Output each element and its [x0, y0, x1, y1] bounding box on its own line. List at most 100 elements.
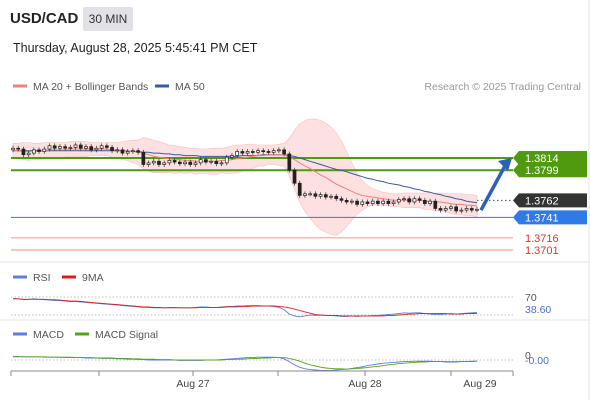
candle-body — [360, 201, 365, 205]
candle — [423, 197, 427, 207]
price-label-1-3716: 1.3716 — [525, 233, 559, 245]
rsi-ma-legend-label: 9MA — [82, 272, 104, 284]
candle-body — [318, 194, 323, 197]
candle — [167, 158, 172, 166]
candle-body — [146, 162, 151, 165]
candle-body — [266, 151, 271, 153]
candle — [11, 145, 15, 153]
candle-body — [204, 159, 208, 163]
candle-body — [412, 198, 417, 203]
candle-body — [141, 151, 146, 165]
candle-body — [334, 195, 339, 200]
candle-body — [193, 162, 198, 165]
candle — [115, 147, 120, 154]
candle-body — [282, 149, 286, 155]
candle-body — [32, 149, 36, 154]
candle — [136, 148, 140, 155]
candle-body — [287, 153, 292, 171]
candle-body — [162, 162, 167, 165]
candle — [381, 198, 386, 207]
ma50-line — [13, 150, 478, 204]
candle — [438, 206, 443, 213]
candle-body — [84, 146, 88, 149]
candle — [355, 198, 359, 207]
candle — [240, 149, 245, 156]
candle-body — [52, 145, 57, 149]
candle — [94, 145, 99, 153]
candle — [365, 199, 370, 207]
candle-body — [250, 151, 255, 153]
candle-body — [214, 160, 219, 165]
price-tag-1-3814-text: 1.3814 — [525, 153, 559, 165]
candle-body — [78, 144, 83, 149]
candle — [250, 149, 255, 155]
candle — [417, 196, 422, 203]
candle — [32, 147, 36, 156]
candle — [209, 158, 213, 165]
candle-body — [136, 150, 140, 153]
candle — [183, 159, 187, 167]
candle — [402, 196, 406, 202]
candle — [47, 143, 52, 152]
ma20-legend-swatch — [13, 84, 27, 88]
candle-body — [26, 152, 31, 156]
ma20-legend-label: MA 20 + Bollinger Bands — [33, 81, 148, 93]
candle-body — [63, 146, 67, 149]
candle — [313, 191, 318, 199]
timeframe-button[interactable]: 30 MIN — [83, 7, 133, 31]
rsi-value-label: 38.60 — [525, 304, 551, 316]
time-tick-label: Aug 27 — [176, 378, 209, 390]
price-tag-current: 1.3762 — [513, 193, 587, 208]
candle — [443, 206, 448, 213]
candle — [256, 148, 260, 155]
main-legend: MA 20 + Bollinger Bands MA 50 Research ©… — [13, 81, 581, 93]
candle-body — [407, 198, 412, 203]
candle — [63, 144, 67, 151]
candle-body — [454, 206, 458, 212]
candle — [245, 149, 250, 156]
candle — [26, 150, 31, 158]
candle — [391, 199, 396, 207]
macd-legend-swatch — [13, 332, 27, 336]
time-axis: Aug 27 Aug 28 Aug 29 — [10, 370, 514, 390]
price-tag-1-3799-text: 1.3799 — [525, 165, 559, 177]
candle-body — [271, 150, 276, 153]
candle-body — [230, 155, 234, 158]
macd-value-label: -0.00 — [525, 355, 549, 367]
candle-body — [323, 194, 328, 198]
candle — [68, 144, 73, 151]
candle — [292, 167, 297, 186]
rsi-ma-line — [13, 298, 477, 317]
candle-body — [350, 200, 354, 203]
candle — [323, 192, 328, 200]
candle — [412, 196, 417, 205]
price-tag-1-3799-bg — [513, 163, 587, 178]
price-label-1-3701: 1.3701 — [525, 245, 559, 257]
candle-body — [224, 156, 229, 164]
candle-body — [89, 146, 94, 151]
candle — [261, 148, 266, 154]
candle-body — [219, 162, 224, 165]
candle — [219, 160, 224, 167]
price-tag-1-3741: 1.3741 — [513, 210, 587, 225]
forecast-arrow-shaft — [479, 163, 508, 211]
candle-body — [475, 208, 479, 211]
candle-body — [68, 147, 73, 149]
candle — [120, 147, 125, 156]
candle — [151, 158, 156, 166]
candle-body — [151, 160, 156, 164]
symbol-title: USD/CAD — [10, 10, 79, 27]
candle — [141, 149, 146, 167]
candle — [52, 143, 57, 151]
candle — [125, 149, 130, 156]
candle-body — [438, 208, 443, 211]
candle — [428, 198, 432, 207]
candle — [58, 144, 62, 151]
candle-body — [417, 198, 422, 201]
candle — [78, 142, 83, 151]
candle — [230, 153, 234, 160]
candle — [329, 193, 333, 200]
candle-body — [157, 160, 161, 165]
price-tag-1-3814-bg — [513, 151, 587, 165]
